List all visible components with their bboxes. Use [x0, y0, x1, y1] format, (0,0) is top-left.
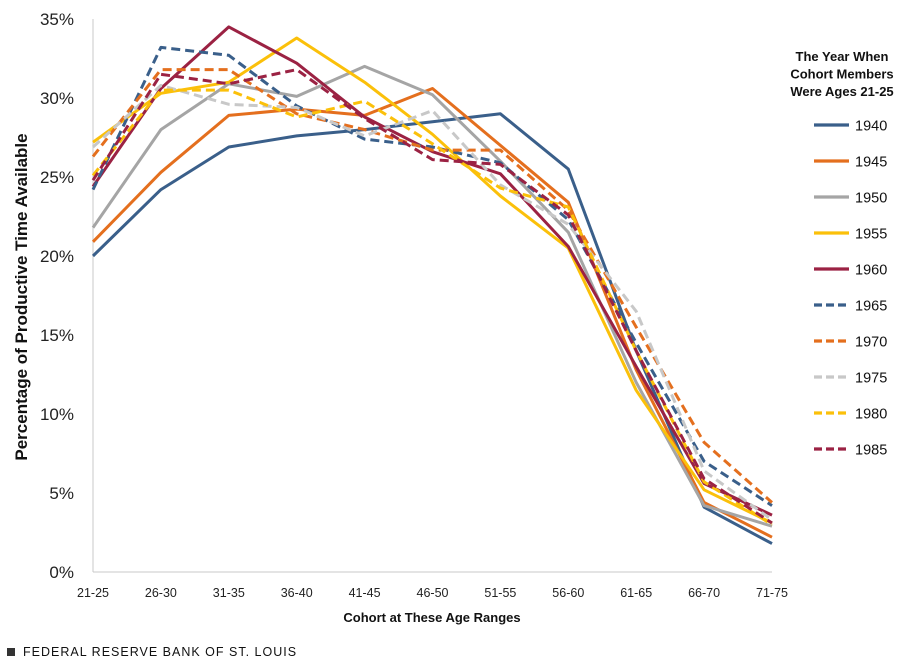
legend-label-1960: 1960 — [855, 263, 887, 279]
x-axis-title: Cohort at These Age Ranges — [343, 610, 520, 625]
legend-label-1975: 1975 — [855, 371, 887, 387]
x-tick-label: 56-60 — [552, 586, 584, 600]
series-line-1945 — [91, 87, 773, 539]
x-tick-label: 51-55 — [484, 586, 516, 600]
legend-label-1940: 1940 — [855, 119, 887, 135]
y-tick-label: 20% — [40, 247, 74, 266]
legend: The Year When Cohort Members Were Ages 21-… — [790, 49, 893, 459]
x-tick-label: 31-35 — [213, 586, 245, 600]
legend-label-1945: 1945 — [855, 155, 887, 171]
series-line-1980 — [91, 88, 773, 526]
x-tick-label: 61-65 — [620, 586, 652, 600]
legend-label-1970: 1970 — [855, 335, 887, 351]
legend-label-1965: 1965 — [855, 299, 887, 315]
series-line-1965 — [91, 45, 773, 507]
legend-label-1980: 1980 — [855, 407, 887, 423]
x-tick-label: 26-30 — [145, 586, 177, 600]
legend-title-line: Cohort Members — [790, 67, 893, 82]
y-tick-label: 15% — [40, 326, 74, 345]
x-tick-label: 21-25 — [77, 586, 109, 600]
y-axis-title: Percentage of Productive Time Available — [12, 133, 31, 460]
y-tick-label: 0% — [49, 563, 74, 582]
series-line-1985 — [91, 68, 773, 525]
square-icon — [7, 648, 15, 656]
series-line-1940 — [91, 112, 773, 545]
y-tick-label: 30% — [40, 89, 74, 108]
x-tick-label: 66-70 — [688, 586, 720, 600]
y-tick-label: 35% — [40, 10, 74, 29]
x-tick-label: 46-50 — [417, 586, 449, 600]
line-chart: 0% 5% 10% 15% 20% 25% 30% 35% 21-25 26-30 31-35 36… — [12, 10, 894, 625]
legend-title-line: The Year When — [796, 49, 889, 64]
x-axis-ticks: 21-25 26-30 31-35 36-40 41-45 46-50 51-55 56-60… — [77, 586, 788, 600]
y-tick-label: 25% — [40, 168, 74, 187]
x-tick-label: 71-75 — [756, 586, 788, 600]
x-tick-label: 41-45 — [349, 586, 381, 600]
x-tick-label: 36-40 — [281, 586, 313, 600]
y-axis-ticks: 0% 5% 10% 15% 20% 25% 30% 35% — [40, 10, 74, 582]
y-tick-label: 5% — [49, 484, 74, 503]
legend-title-line: Were Ages 21-25 — [790, 84, 893, 99]
y-tick-label: 10% — [40, 405, 74, 424]
legend-label-1985: 1985 — [855, 443, 887, 459]
legend-label-1955: 1955 — [855, 227, 887, 243]
legend-label-1950: 1950 — [855, 191, 887, 207]
source-footer: FEDERAL RESERVE BANK OF ST. LOUIS — [7, 645, 297, 659]
series-lines — [91, 25, 773, 545]
series-line-1970 — [91, 68, 773, 504]
series-line-1955 — [92, 36, 773, 525]
source-text: FEDERAL RESERVE BANK OF ST. LOUIS — [23, 645, 298, 659]
series-line-1960 — [91, 25, 773, 517]
